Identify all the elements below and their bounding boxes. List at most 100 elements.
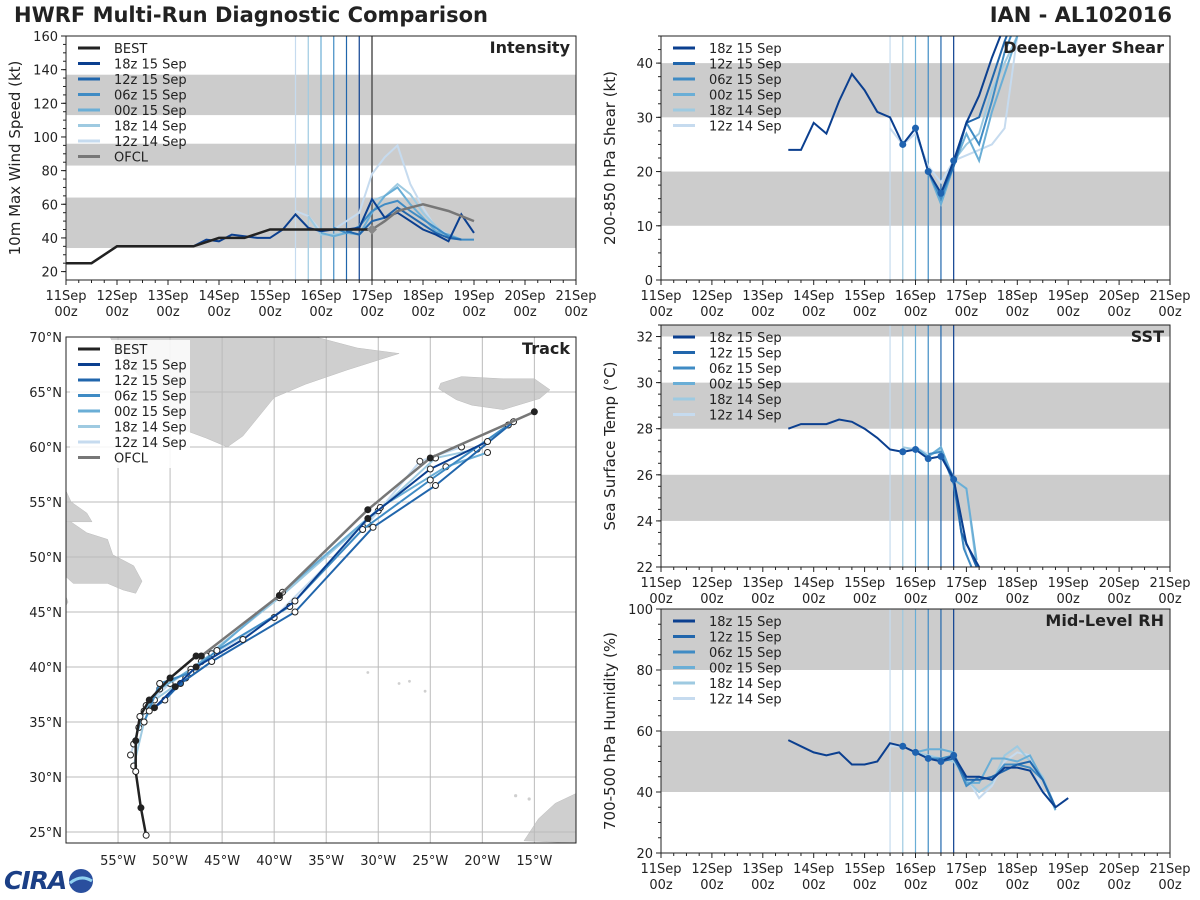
rh-x-tick-day: 18Sep <box>997 862 1038 877</box>
track-position-dot <box>484 438 492 445</box>
shear-y-tick-label: 40 <box>636 57 653 72</box>
track-line <box>132 448 478 767</box>
shear-x-tick-day: 19Sep <box>1048 289 1089 304</box>
shear-x-tick-hour: 00z <box>649 305 673 320</box>
intensity-x-tick-day: 15Sep <box>249 289 290 304</box>
track-panel: 55°W 50°W 45°W 40°W 35°W 30°W 25°W 20°W 15°W 25°N… <box>29 331 577 869</box>
track-position-dot <box>416 457 424 465</box>
shear-legend-label: 00z 15 Sep <box>709 89 782 104</box>
sst-y-tick-label: 26 <box>636 469 653 484</box>
intensity-x-tick-day: 13Sep <box>147 289 188 304</box>
shear-x-tick-hour: 00z <box>1107 305 1131 320</box>
sst-init-marker <box>924 455 932 463</box>
sst-series-line <box>787 418 980 567</box>
track-position-dot <box>530 408 538 416</box>
sst-y-axis-label: Sea Surface Temp (°C) <box>601 361 619 530</box>
sst-y-tick-label: 30 <box>636 377 653 392</box>
canary-island <box>527 797 531 801</box>
rh-x-tick-day: 14Sep <box>793 862 834 877</box>
intensity-legend-label: 00z 15 Sep <box>114 104 187 119</box>
intensity-y-tick-label: 60 <box>41 198 58 213</box>
shear-x-tick-hour: 00z <box>853 305 877 320</box>
track-position-dot <box>127 751 135 759</box>
sst-x-tick-hour: 00z <box>1158 592 1182 607</box>
azores-island <box>366 671 370 674</box>
shear-x-tick-day: 21Sep <box>1149 289 1190 304</box>
sst-x-tick-day: 14Sep <box>793 576 834 591</box>
rh-y-tick-label: 40 <box>636 786 653 801</box>
intensity-legend-label: 18z 14 Sep <box>114 120 187 135</box>
cira-logo-text: CIRA <box>4 866 67 895</box>
intensity-x-tick-hour: 00z <box>54 305 78 320</box>
intensity-x-tick-day: 21Sep <box>555 289 596 304</box>
shear-y-tick-label: 0 <box>645 274 653 289</box>
logo-globe-icon <box>69 868 94 893</box>
rh-y-tick-label: 60 <box>636 725 653 740</box>
sst-x-tick-hour: 00z <box>700 592 724 607</box>
intensity-x-tick-day: 17Sep <box>351 289 392 304</box>
intensity-y-tick-label: 20 <box>41 266 58 281</box>
sst-x-tick-day: 20Sep <box>1099 576 1140 591</box>
sst-x-tick-hour: 00z <box>955 592 979 607</box>
rh-x-tick-hour: 00z <box>1158 878 1182 893</box>
sst-legend-label: 12z 15 Sep <box>709 347 782 362</box>
rh-init-marker <box>950 751 958 759</box>
track-lat-label: 70°N <box>29 331 62 346</box>
track-position-dot <box>132 768 140 775</box>
rh-x-tick-hour: 00z <box>1107 878 1131 893</box>
rh-x-tick-day: 20Sep <box>1099 862 1140 877</box>
rh-series-line <box>915 748 1057 811</box>
sst-x-tick-hour: 00z <box>1107 592 1131 607</box>
intensity-x-tick-hour: 00z <box>207 305 231 320</box>
track-lat-label: 55°N <box>29 496 62 511</box>
rh-legend-label: 18z 14 Sep <box>709 677 782 692</box>
intensity-x-tick-hour: 00z <box>462 305 486 320</box>
track-lon-label: 20°W <box>464 854 500 869</box>
intensity-series-line <box>371 203 475 231</box>
sst-x-tick-hour: 00z <box>904 592 928 607</box>
track-lon-label: 45°W <box>204 854 240 869</box>
rh-x-tick-day: 13Sep <box>742 862 783 877</box>
intensity-x-tick-day: 11Sep <box>45 289 86 304</box>
shear-panel-title: Deep-Layer Shear <box>1003 38 1164 57</box>
rh-x-tick-day: 21Sep <box>1149 862 1190 877</box>
shear-x-tick-day: 12Sep <box>691 289 732 304</box>
sst-x-tick-day: 17Sep <box>946 576 987 591</box>
shear-legend-label: 18z 15 Sep <box>709 42 782 57</box>
track-legend-label: 12z 14 Sep <box>114 436 187 451</box>
shear-x-tick-day: 15Sep <box>844 289 885 304</box>
azores-island <box>397 682 401 685</box>
shear-x-tick-hour: 00z <box>1057 305 1081 320</box>
shear-legend-label: 12z 15 Sep <box>709 58 782 73</box>
track-position-dot <box>291 597 299 605</box>
track-position-dot <box>156 680 164 687</box>
shear-series-line <box>788 36 1002 196</box>
intensity-x-tick-day: 18Sep <box>402 289 443 304</box>
track-position-dot <box>364 515 372 522</box>
intensity-y-tick-label: 160 <box>33 30 58 45</box>
shear-legend-label: 18z 14 Sep <box>709 104 782 119</box>
track-position-dot <box>192 663 200 671</box>
intensity-x-tick-day: 19Sep <box>453 289 494 304</box>
canary-island <box>514 794 518 798</box>
sst-panel-title: SST <box>1131 327 1164 346</box>
track-position-dot <box>431 482 439 489</box>
shear-x-tick-day: 11Sep <box>640 289 681 304</box>
nova-scotia-landmass <box>66 596 69 606</box>
sst-y-tick-label: 24 <box>636 515 653 530</box>
rh-x-tick-hour: 00z <box>802 878 826 893</box>
track-position-dot <box>137 804 145 812</box>
track-lat-label: 50°N <box>29 551 62 566</box>
track-position-dot <box>239 636 247 643</box>
track-legend-label: 12z 15 Sep <box>114 374 187 389</box>
track-legend-background <box>70 340 190 468</box>
track-lon-label: 15°W <box>516 854 552 869</box>
rh-series-group <box>787 739 1069 811</box>
rh-x-tick-hour: 00z <box>1006 878 1030 893</box>
rh-init-marker <box>899 742 907 750</box>
rh-x-tick-hour: 00z <box>649 878 673 893</box>
intensity-forecast-marker <box>367 224 377 235</box>
